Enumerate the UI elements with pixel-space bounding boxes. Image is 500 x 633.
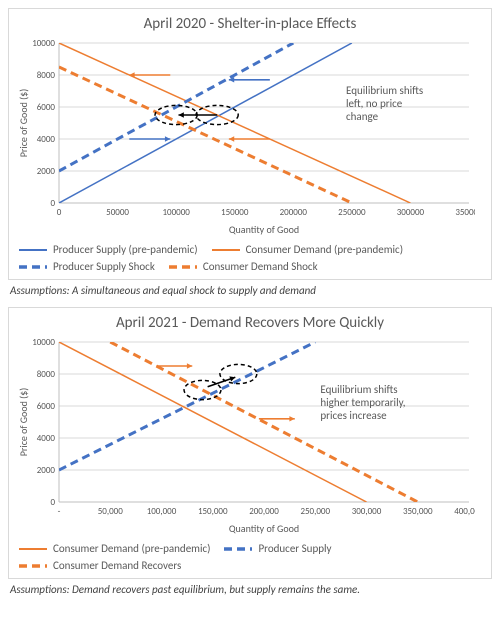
svg-text:4000: 4000 [37,433,56,444]
svg-text:10000: 10000 [32,38,55,49]
chart2-legend-label-demand_recovers: Consumer Demand Recovers [53,559,181,572]
svg-text:0: 0 [50,497,55,508]
chart1-legend-label-supply_shock: Producer Supply Shock [53,260,155,273]
chart1-annotation-line-1: left, no price [346,97,403,110]
svg-text:250000: 250000 [338,207,366,218]
svg-text:2000: 2000 [37,465,56,476]
chart1-legend-label-demand_pre: Consumer Demand (pre-pandemic) [246,243,403,256]
svg-text:50,000: 50,000 [98,506,123,517]
chart2-xlabel: Quantity of Good [229,522,299,535]
chart1-assumption: Assumptions: A simultaneous and equal sh… [10,284,492,297]
chart2-legend: Consumer Demand (pre-pandemic) Producer S… [15,536,485,574]
chart2-annotation-line-1: higher temporarily, [320,396,405,409]
chart1-series-demand_shock [59,67,352,203]
svg-text:350000: 350000 [455,207,475,218]
chart2-ylabel: Price of Good ($) [17,388,30,457]
svg-text:8000: 8000 [37,70,56,81]
svg-text:6000: 6000 [37,102,56,113]
chart1-annotation-line-2: change [346,110,379,123]
svg-text:300000: 300000 [397,207,425,218]
chart2-title: April 2021 - Demand Recovers More Quickl… [15,314,485,332]
chart2-legend-item-demand_pre: Consumer Demand (pre-pandemic) [19,542,210,555]
svg-text:200,000: 200,000 [249,506,279,517]
chart2-annotation-line-0: Equilibrium shifts [320,383,397,396]
chart1-legend-item-demand_pre: Consumer Demand (pre-pandemic) [212,243,403,256]
chart2-legend-item-demand_recovers: Consumer Demand Recovers [19,559,181,572]
chart1-legend-item-demand_shock: Consumer Demand Shock [169,260,318,273]
chart2-legend-label-supply: Producer Supply [258,542,331,555]
chart1-legend-label-demand_shock: Consumer Demand Shock [203,260,318,273]
svg-text:400,000: 400,000 [454,506,475,517]
chart1-plot: 0200040006000800010000050000100000150000… [15,37,485,237]
chart2-legend-label-demand_pre: Consumer Demand (pre-pandemic) [53,542,210,555]
svg-text:100,000: 100,000 [147,506,177,517]
svg-text:10000: 10000 [32,337,55,348]
svg-text:350,000: 350,000 [403,506,433,517]
svg-text:150000: 150000 [221,207,249,218]
chart-april-2020: April 2020 - Shelter-in-place Effects 0 2… [8,8,492,280]
svg-text:300,000: 300,000 [352,506,382,517]
chart1-ylabel: Price of Good ($) [17,89,30,158]
svg-text:200000: 200000 [280,207,308,218]
svg-text:0: 0 [50,198,55,209]
svg-text:4000: 4000 [37,134,56,145]
chart1-legend-item-supply_pre: Producer Supply (pre-pandemic) [19,243,198,256]
svg-text:6000: 6000 [37,401,56,412]
svg-text:150,000: 150,000 [198,506,228,517]
chart1-legend-label-supply_pre: Producer Supply (pre-pandemic) [53,243,198,256]
svg-text:8000: 8000 [37,369,56,380]
chart1-legend: Producer Supply (pre-pandemic) Consumer D… [15,237,485,275]
chart1-legend-item-supply_shock: Producer Supply Shock [19,260,155,273]
svg-text:100000: 100000 [162,207,190,218]
svg-text:2000: 2000 [37,166,56,177]
svg-text:0: 0 [57,207,62,218]
svg-text:-: - [58,506,61,517]
chart1-title: April 2020 - Shelter-in-place Effects [15,15,485,33]
chart2-legend-item-supply: Producer Supply [224,542,331,555]
svg-text:250,000: 250,000 [300,506,330,517]
chart-april-2021: April 2021 - Demand Recovers More Quickl… [8,307,492,579]
chart2-plot: 0 2000 4000 6000 8000 10000 - 50,000 100,000 150,… [15,336,485,536]
svg-text:50000: 50000 [106,207,129,218]
chart1-xlabel: Quantity of Good [229,223,299,236]
chart2-annotation-line-2: prices increase [320,409,387,422]
chart1-annotation-line-0: Equilibrium shifts [346,84,423,97]
chart2-assumption: Assumptions: Demand recovers past equili… [10,583,492,596]
